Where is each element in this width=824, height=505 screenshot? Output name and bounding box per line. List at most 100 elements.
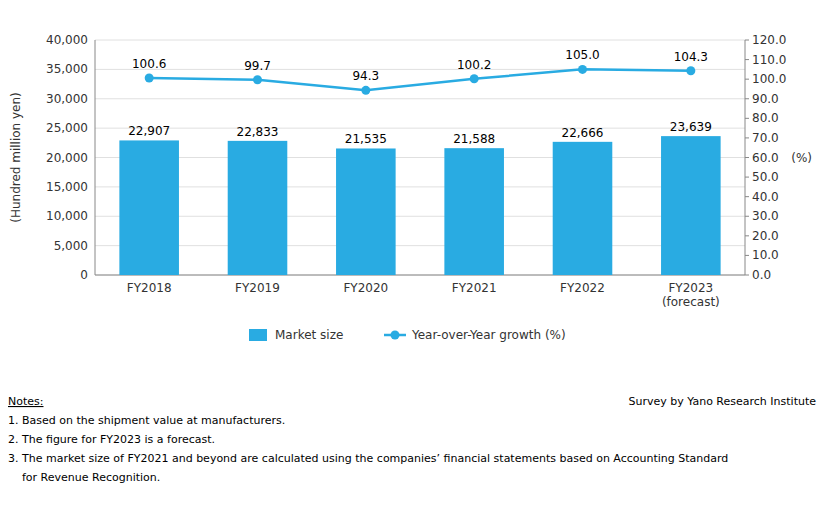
x-tick-label-line: (forecast) [662, 295, 720, 309]
y2-tick-label: 80.0 [752, 111, 779, 125]
legend-marker [391, 331, 400, 340]
x-tick-label-line: FY2018 [127, 281, 172, 295]
bar-label: 23,639 [670, 120, 712, 134]
background [0, 0, 824, 505]
x-tick-label-line: FY2020 [343, 281, 388, 295]
x-axis-line [95, 275, 745, 276]
y2-tick [745, 255, 749, 256]
y-tick-label: 40,000 [46, 33, 88, 47]
y2-tick-label: 50.0 [752, 170, 779, 184]
y-tick-label: 15,000 [46, 180, 88, 194]
source: Survey by Yano Research Institute [628, 395, 816, 408]
bar [228, 141, 288, 275]
y-tick-label: 30,000 [46, 92, 88, 106]
y2-tick [745, 137, 749, 138]
y2-axis-label: (%) [791, 151, 812, 165]
y-axis-line [95, 40, 96, 275]
bar [661, 136, 721, 275]
note: 1. Based on the shipment value at manufa… [8, 414, 285, 427]
y2-tick-label: 100.0 [752, 72, 786, 86]
y-tick-label: 0 [80, 268, 88, 282]
y2-tick [745, 98, 749, 99]
legend-swatch [249, 329, 267, 341]
x-tick-label-line: FY2019 [235, 281, 280, 295]
line-marker [145, 73, 154, 82]
x-tick-label-line: FY2022 [560, 281, 605, 295]
x-tick-label: FY2019 [235, 281, 280, 295]
y2-tick-label: 20.0 [752, 229, 779, 243]
y2-tick-label: 120.0 [752, 33, 786, 47]
y-tick-label: 35,000 [46, 62, 88, 76]
chart: 0 5,000 10,000 15,000 20,000 25,000 30,000 35,0… [0, 0, 824, 505]
legend-label: Year-over-Year growth (%) [411, 328, 566, 342]
note: for Revenue Recognition. [8, 471, 160, 484]
line-marker [686, 66, 695, 75]
y2-tick [745, 235, 749, 236]
bar-label: 22,907 [128, 124, 170, 138]
y2-tick-label: 90.0 [752, 92, 779, 106]
y2-tick [745, 177, 749, 178]
bar [336, 148, 396, 275]
y2-tick [745, 157, 749, 158]
line-label: 104.3 [674, 50, 708, 64]
line-label: 100.6 [132, 57, 166, 71]
line [149, 69, 691, 90]
y2-tick-label: 40.0 [752, 190, 779, 204]
y-tick-label: 10,000 [46, 209, 88, 223]
y2-tick [745, 59, 749, 60]
grid-line [95, 40, 745, 41]
x-tick-label-line: FY2021 [452, 281, 497, 295]
y2-tick [745, 216, 749, 217]
grid-line [95, 245, 745, 246]
y-axis-label: (Hundred million yen) [9, 92, 23, 223]
y2-tick [745, 79, 749, 80]
y2-tick [745, 196, 749, 197]
y2-tick-label: 60.0 [752, 151, 779, 165]
y2-tick-label: 70.0 [752, 131, 779, 145]
y2-tick [745, 118, 749, 119]
y2-tick-label: 0.0 [752, 268, 771, 282]
y2-tick [745, 40, 749, 41]
line-label: 105.0 [565, 48, 599, 62]
y-tick-label: 25,000 [46, 121, 88, 135]
y2-tick-label: 110.0 [752, 53, 786, 67]
x-tick-label: FY2023(forecast) [662, 281, 720, 309]
notes-title: Notes: [8, 395, 43, 408]
marks [119, 65, 720, 275]
bar [553, 142, 613, 275]
x-tick-label: FY2020 [343, 281, 388, 295]
notes: Notes: 1. Based on the shipment value at … [8, 395, 816, 484]
line-label: 100.2 [457, 58, 491, 72]
legend-label: Market size [275, 328, 343, 342]
line-marker [578, 65, 587, 74]
x-tick-label-line: FY2023 [668, 281, 713, 295]
x-tick-label: FY2018 [127, 281, 172, 295]
line-label: 99.7 [244, 59, 271, 73]
bar-label: 21,588 [453, 132, 495, 146]
note: 3. The market size of FY2021 and beyond … [8, 452, 728, 465]
grid-line [95, 216, 745, 217]
y-tick-label: 20,000 [46, 151, 88, 165]
grid-line [95, 98, 745, 99]
x-tick-label: FY2022 [560, 281, 605, 295]
grid-line [95, 186, 745, 187]
grid-line [95, 275, 745, 276]
legend: Market size Year-over-Year growth (%) [249, 328, 566, 342]
y2-tick-label: 30.0 [752, 209, 779, 223]
axes: 0 5,000 10,000 15,000 20,000 25,000 30,000 35,0… [9, 33, 812, 309]
y2-tick-label: 10.0 [752, 248, 779, 262]
data-labels: 22,907 22,833 21,535 21,588 22,666 23,639 100.… [128, 48, 712, 146]
note: 2. The figure for FY2023 is a forecast. [8, 433, 215, 446]
line-label: 94.3 [352, 69, 379, 83]
y-tick-label: 5,000 [54, 239, 88, 253]
y2-tick [745, 275, 749, 276]
bar-label: 21,535 [345, 132, 387, 146]
bar-label: 22,833 [237, 125, 279, 139]
line-marker [361, 86, 370, 95]
bar [444, 148, 504, 275]
line-marker [253, 75, 262, 84]
bar-label: 22,666 [562, 126, 604, 140]
line-marker [470, 74, 479, 83]
bar [119, 140, 179, 275]
grid-line [95, 128, 745, 129]
